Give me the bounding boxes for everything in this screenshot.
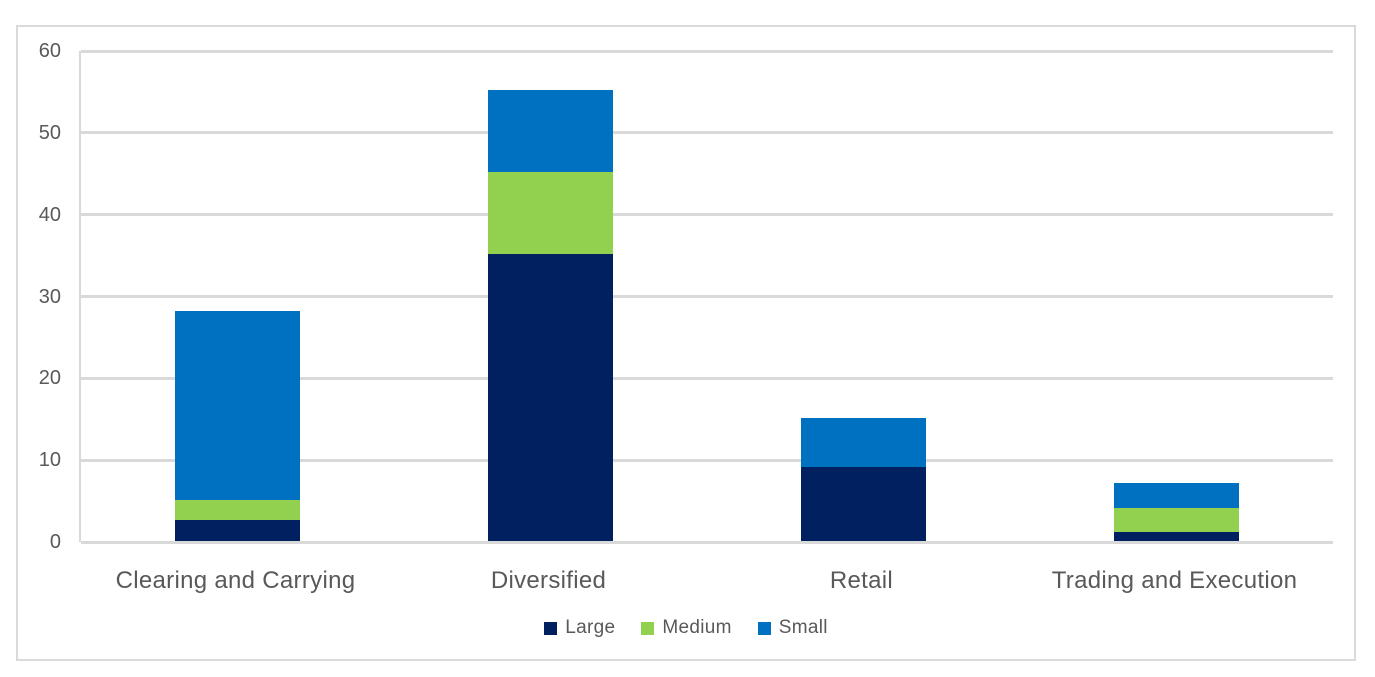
gridline-y-60 (81, 49, 1333, 53)
plot-area (79, 49, 1333, 544)
x-category-label-retail: Retail (829, 567, 894, 594)
bar-segment-clearing-and-carrying-small (175, 311, 300, 500)
bar-segment-trading-and-execution-medium (1114, 507, 1239, 533)
y-tick-label-30: 30 (38, 285, 61, 308)
legend-label: Large (565, 617, 616, 638)
legend-label: Medium (662, 617, 732, 638)
bar-segment-retail-small (801, 417, 926, 467)
y-tick-label-0: 0 (49, 531, 61, 553)
y-tick-label-40: 40 (38, 203, 61, 226)
y-tick-label-10: 10 (38, 449, 61, 472)
x-category-label-clearing-and-carrying: Clearing and Carrying (115, 567, 356, 594)
legend: Large Medium Small (18, 617, 1354, 639)
gridline-y-50 (81, 131, 1333, 135)
legend-item-medium: Medium (641, 617, 731, 639)
y-tick-label-20: 20 (38, 367, 61, 390)
chart-frame: 0 10 20 30 40 50 60 Clearing and Carrying Diver… (16, 25, 1356, 661)
bar-segment-retail-large (801, 466, 926, 541)
y-tick-label-50: 50 (38, 121, 61, 144)
x-category-label-trading-and-execution: Trading and Execution (1051, 567, 1298, 594)
legend-item-small: Small (757, 617, 828, 639)
legend-swatch-icon (757, 621, 771, 635)
bar-segment-diversified-medium (488, 172, 613, 255)
gridline-y-40 (81, 213, 1333, 217)
gridline-y-20 (81, 376, 1333, 380)
legend-label: Small (778, 617, 828, 638)
gridline-y-30 (81, 295, 1333, 298)
legend-swatch-icon (544, 621, 558, 635)
legend-item-large: Large (544, 617, 615, 639)
bar-segment-clearing-and-carrying-medium (175, 499, 300, 521)
bar-segment-clearing-and-carrying-large (175, 520, 300, 541)
gridline-y-10 (81, 458, 1333, 462)
bar-segment-trading-and-execution-small (1114, 483, 1239, 508)
gridline-y-0 (81, 540, 1333, 544)
bar-segment-diversified-large (488, 254, 613, 541)
legend-swatch-icon (641, 621, 655, 635)
x-category-label-diversified: Diversified (490, 567, 607, 594)
bar-segment-trading-and-execution-large (1114, 532, 1239, 541)
y-tick-label-60: 60 (38, 40, 61, 62)
bar-segment-diversified-small (488, 90, 613, 173)
